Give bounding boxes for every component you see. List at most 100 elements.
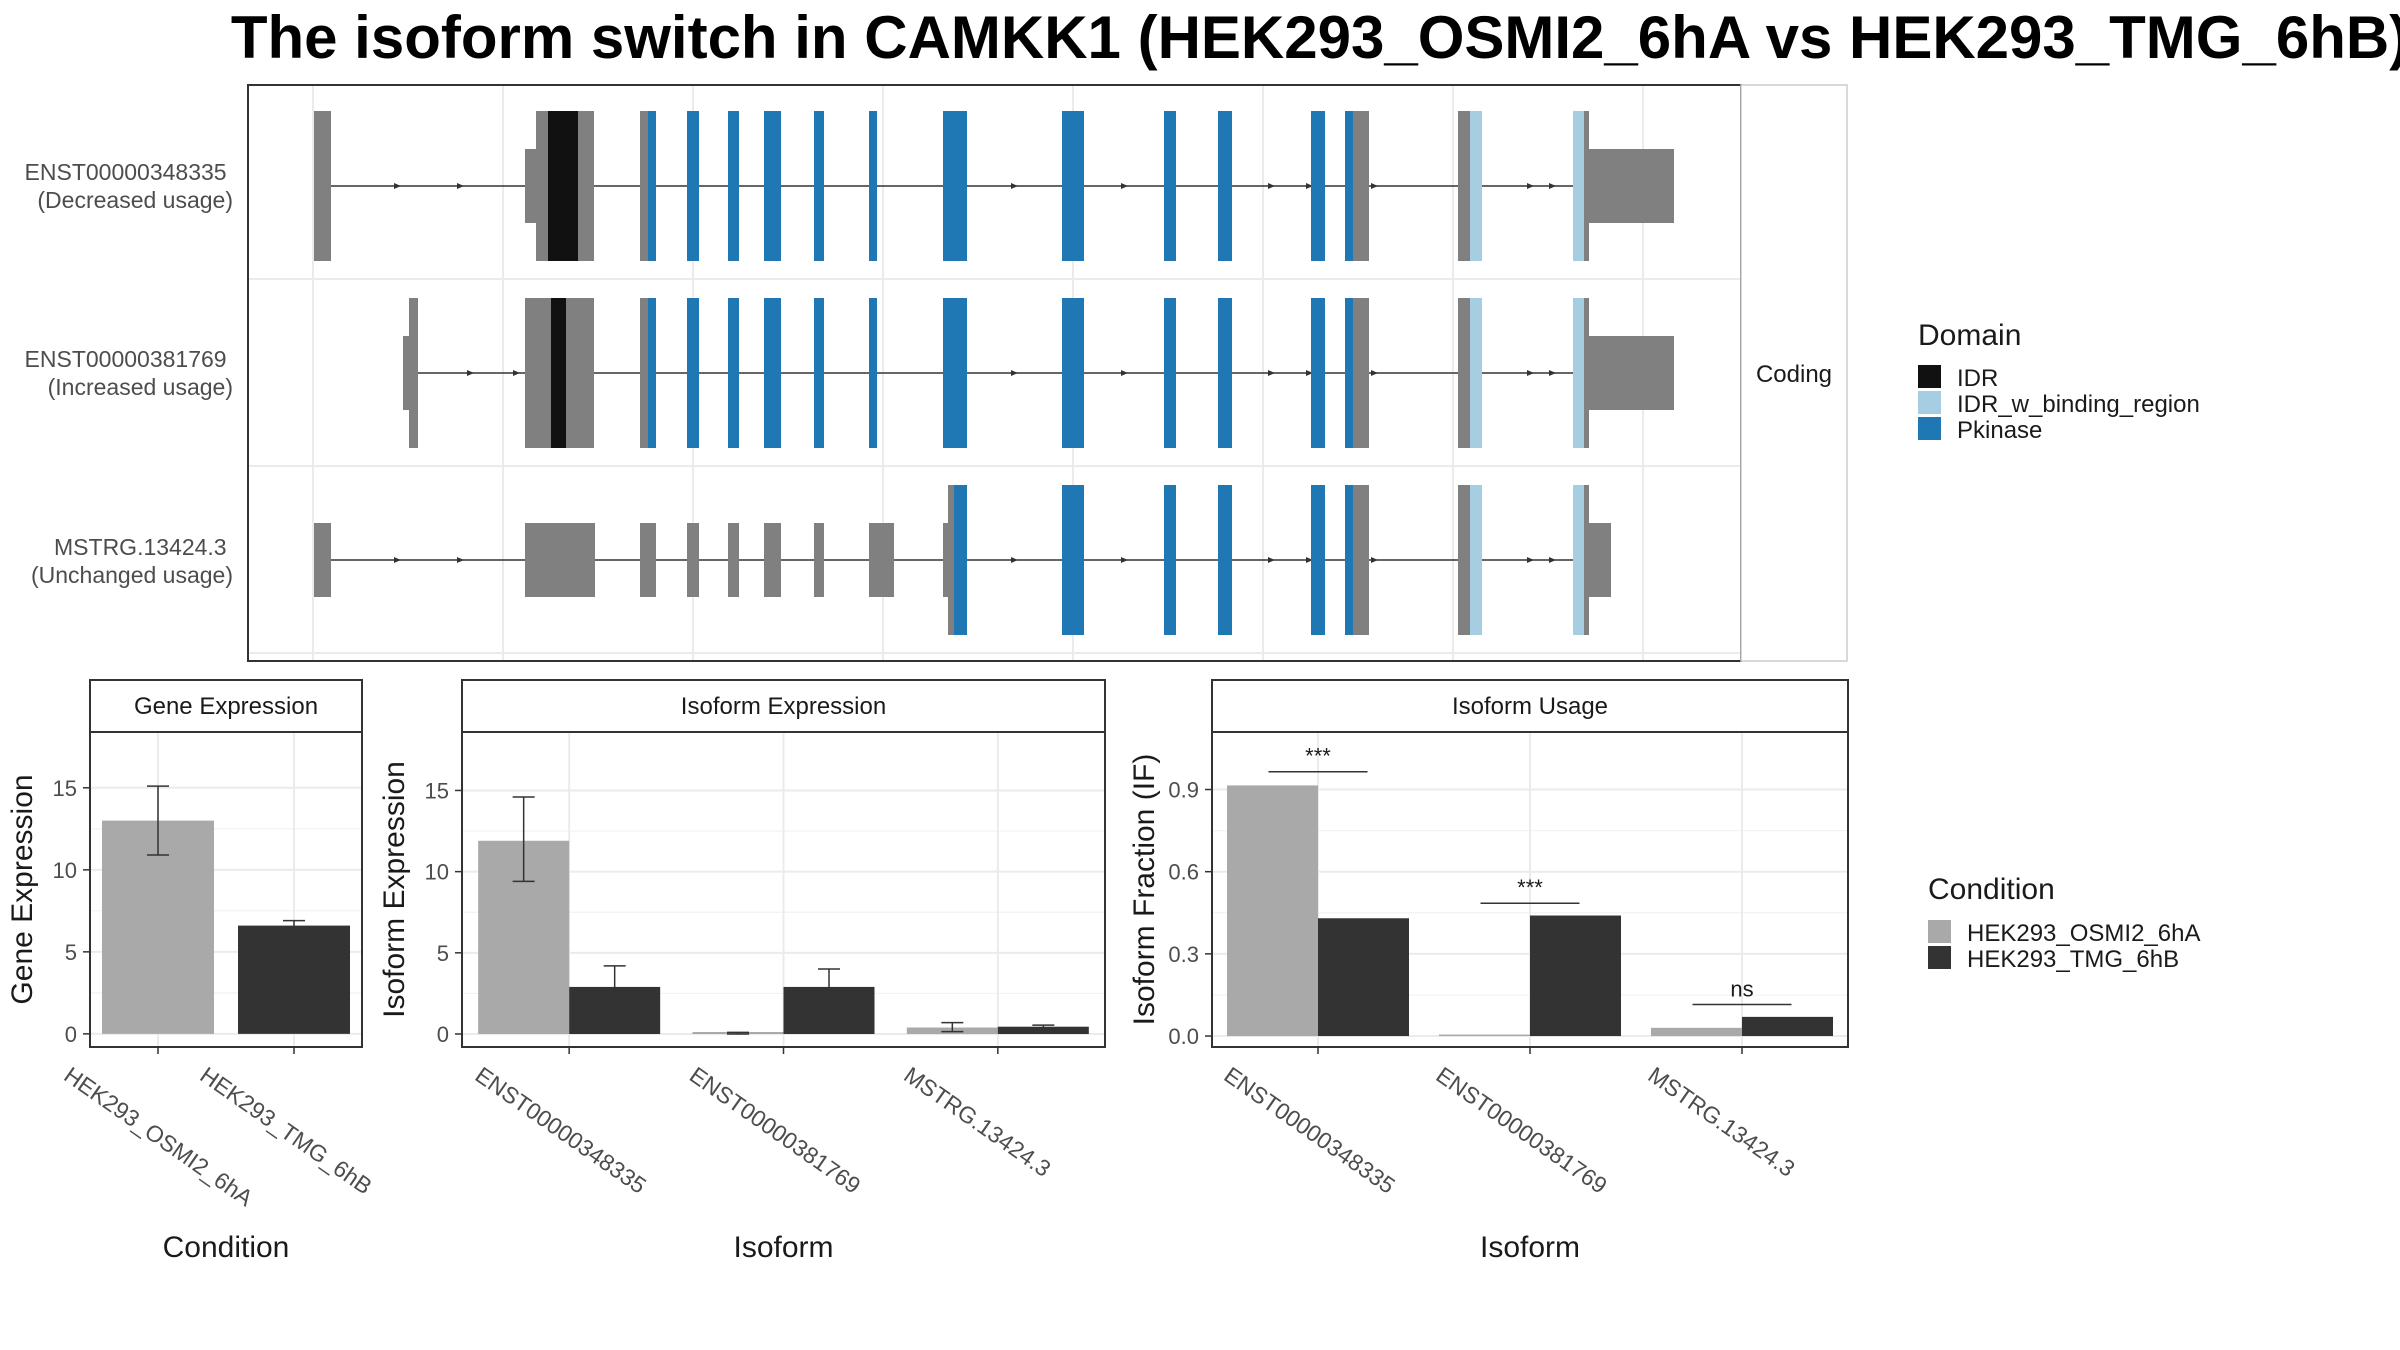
significance-label: *** <box>1517 875 1543 900</box>
exon-block <box>764 298 781 448</box>
exon-block <box>943 523 948 597</box>
bar <box>1530 915 1621 1037</box>
x-tick-label: ENST00000381769 <box>1431 1062 1611 1199</box>
legend-key-cond-a <box>1928 920 1951 943</box>
panel-strip-title: Isoform Usage <box>1452 693 1608 720</box>
strand-arrow <box>1121 183 1128 189</box>
exon-block <box>548 111 578 261</box>
exon-block <box>403 336 411 410</box>
legend-label-cond-a: HEK293_OSMI2_6hA <box>1967 920 2200 947</box>
exon-block <box>1458 298 1470 448</box>
x-tick-label: ENST00000348335 <box>471 1062 651 1199</box>
exon-block <box>687 298 699 448</box>
exon-block <box>1345 298 1353 448</box>
exon-block <box>1584 111 1589 261</box>
x-axis-label: Isoform <box>1480 1231 1580 1264</box>
legend-key-idr <box>1918 365 1941 388</box>
transcript-label: ENST00000381769 (Increased usage) <box>25 346 233 400</box>
exon-block <box>687 111 699 261</box>
exon-block <box>1458 485 1470 635</box>
exon-block <box>1345 111 1353 261</box>
gene-expression-panel: Gene Expression051015HEK293_OSMI2_6hAHEK… <box>6 679 377 1264</box>
y-tick-label: 10 <box>53 858 77 883</box>
significance-label: *** <box>1305 744 1331 769</box>
strand-arrow <box>1011 370 1018 376</box>
exon-block <box>525 149 537 223</box>
exon-block <box>536 111 548 261</box>
exon-block <box>1218 111 1232 261</box>
exon-block <box>1589 149 1674 223</box>
exon-block <box>525 298 551 448</box>
exon-block <box>728 298 739 448</box>
exon-block <box>764 111 781 261</box>
exon-block <box>1353 485 1369 635</box>
transcript-label: MSTRG.13424.3 (Unchanged usage) <box>31 534 233 588</box>
x-tick-label: MSTRG.13424.3 <box>1643 1062 1799 1182</box>
y-tick-label: 0 <box>65 1022 77 1047</box>
y-tick-label: 0 <box>437 1022 449 1047</box>
exon-block <box>314 111 331 261</box>
facet-strip-label: Coding <box>1756 361 1832 388</box>
exon-block <box>1218 298 1232 448</box>
figure-title: The isoform switch in CAMKK1 (HEK293_OSM… <box>231 4 2400 71</box>
exon-block <box>728 523 739 597</box>
transcript-exons <box>314 111 1674 635</box>
strand-arrow <box>394 557 401 563</box>
exon-block <box>566 298 594 448</box>
strand-arrow <box>1011 183 1018 189</box>
exon-block <box>764 523 781 597</box>
exon-block <box>640 111 648 261</box>
strand-arrow <box>1527 370 1534 376</box>
y-tick-label: 0.3 <box>1168 942 1199 967</box>
strand-arrow <box>513 370 520 376</box>
y-tick-label: 0.9 <box>1168 778 1199 803</box>
strand-arrow <box>1527 183 1534 189</box>
exon-block <box>1584 485 1589 635</box>
exon-block <box>1470 485 1482 635</box>
exon-block <box>1353 111 1369 261</box>
x-tick-label: ENST00000348335 <box>1219 1062 1399 1199</box>
exon-block <box>1062 485 1084 635</box>
bar <box>997 1026 1089 1035</box>
panel-strip-title: Gene Expression <box>134 693 318 720</box>
exon-block <box>1458 111 1470 261</box>
strand-arrow <box>1549 557 1556 563</box>
exon-block <box>640 298 648 448</box>
y-tick-label: 15 <box>53 776 77 801</box>
bar <box>1439 1034 1530 1037</box>
panel-strip <box>461 679 1106 733</box>
exon-block <box>1345 485 1353 635</box>
legend-key-pkinase <box>1918 417 1941 440</box>
exon-block <box>948 485 954 635</box>
x-tick-label: MSTRG.13424.3 <box>899 1062 1055 1182</box>
exon-block <box>687 523 699 597</box>
exon-block <box>1062 111 1084 261</box>
panel-strip <box>89 679 363 733</box>
strand-arrow <box>1371 370 1378 376</box>
exon-block <box>525 523 595 597</box>
x-axis-label: Isoform <box>733 1231 833 1264</box>
panel-strip-title: Isoform Expression <box>681 693 886 720</box>
strand-arrow <box>1306 183 1313 189</box>
exon-block <box>640 523 656 597</box>
transcript-label: ENST00000348335 (Decreased usage) <box>25 159 233 213</box>
legend-label-cond-b: HEK293_TMG_6hB <box>1967 946 2179 973</box>
exon-block <box>814 298 824 448</box>
bar <box>102 820 214 1034</box>
transcript-grid <box>249 86 1740 660</box>
exon-block <box>814 111 824 261</box>
exon-block <box>314 523 331 597</box>
y-axis-label: Isoform Fraction (IF) <box>1128 754 1161 1026</box>
y-tick-label: 0.6 <box>1168 860 1199 885</box>
exon-block <box>409 298 418 448</box>
isoform-usage-panel: *** *** ns Isoform Usage 0.0 0.3 0.6 0.9 ENST000… <box>1128 679 1849 1264</box>
strand-arrow <box>1011 557 1018 563</box>
bar <box>238 925 350 1034</box>
significance-label: ns <box>1730 977 1753 1002</box>
exon-block <box>1573 111 1584 261</box>
exon-block <box>648 111 656 261</box>
y-tick-label: 15 <box>425 778 449 803</box>
exon-block <box>1573 485 1584 635</box>
strand-arrow <box>1306 370 1313 376</box>
exon-block <box>648 298 656 448</box>
